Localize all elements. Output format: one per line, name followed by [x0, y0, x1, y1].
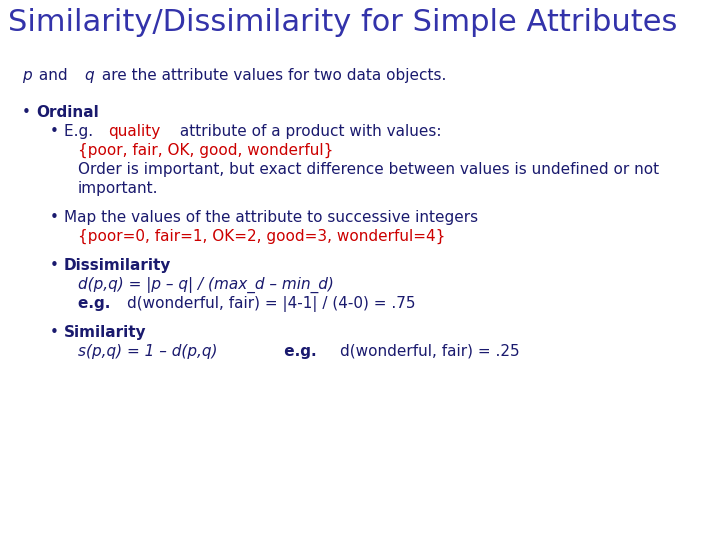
Text: Similarity: Similarity — [64, 325, 147, 340]
Text: d(wonderful, fair) = .25: d(wonderful, fair) = .25 — [341, 344, 520, 359]
Text: e.g.: e.g. — [258, 344, 322, 359]
Text: {poor=0, fair=1, OK=2, good=3, wonderful=4}: {poor=0, fair=1, OK=2, good=3, wonderful… — [78, 229, 446, 244]
Text: •: • — [50, 210, 59, 225]
Text: and: and — [35, 68, 73, 83]
Text: e.g.: e.g. — [78, 296, 116, 311]
Text: •: • — [50, 258, 59, 273]
Text: s(p,q) = 1 – d(p,q): s(p,q) = 1 – d(p,q) — [78, 344, 217, 359]
Text: attribute of a product with values:: attribute of a product with values: — [175, 124, 442, 139]
Text: p: p — [22, 68, 32, 83]
Text: Similarity/Dissimilarity for Simple Attributes: Similarity/Dissimilarity for Simple Attr… — [8, 8, 678, 37]
Text: Order is important, but exact difference between values is undefined or not: Order is important, but exact difference… — [78, 162, 659, 177]
Text: E.g.: E.g. — [64, 124, 98, 139]
Text: {poor, fair, OK, good, wonderful}: {poor, fair, OK, good, wonderful} — [78, 143, 333, 158]
Text: Ordinal: Ordinal — [36, 105, 99, 120]
Text: are the attribute values for two data objects.: are the attribute values for two data ob… — [96, 68, 446, 83]
Text: important.: important. — [78, 181, 158, 196]
Text: Map the values of the attribute to successive integers: Map the values of the attribute to succe… — [64, 210, 478, 225]
Text: d(wonderful, fair) = |4-1| / (4-0) = .75: d(wonderful, fair) = |4-1| / (4-0) = .75 — [127, 296, 415, 312]
Text: Dissimilarity: Dissimilarity — [64, 258, 171, 273]
Text: •: • — [50, 124, 59, 139]
Text: •: • — [50, 325, 59, 340]
Text: q: q — [84, 68, 94, 83]
Text: quality: quality — [108, 124, 160, 139]
Text: d(p,q) = |p – q| / (max_d – min_d): d(p,q) = |p – q| / (max_d – min_d) — [78, 277, 334, 293]
Text: •: • — [22, 105, 31, 120]
